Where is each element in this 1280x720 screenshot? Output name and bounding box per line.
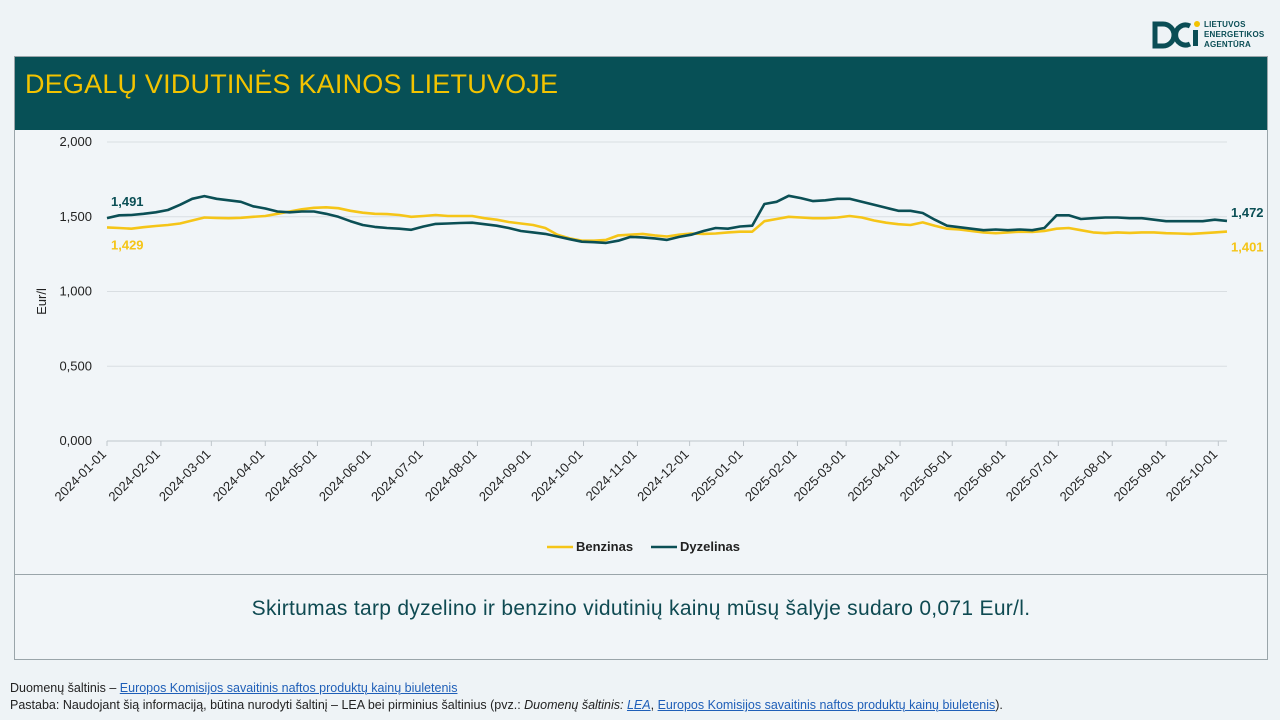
x-tick-label: 2024-05-01 (262, 447, 320, 505)
data-label-end-dyzelinas: 1,472 (1231, 205, 1264, 220)
x-tick-label: 2024-03-01 (156, 447, 214, 505)
x-tick-label: 2025-08-01 (1057, 447, 1115, 505)
data-label-start-benzinas: 1,429 (111, 237, 144, 252)
x-tick-label: 2024-11-01 (583, 447, 640, 504)
x-tick-label: 2025-06-01 (951, 447, 1009, 505)
price-line-chart: 0,0000,5001,0001,5002,0002024-01-012024-… (34, 134, 1264, 554)
content-frame: DEGALŲ VIDUTINĖS KAINOS LIETUVOJE 0,000 0… (14, 56, 1268, 660)
y-axis-label: Eur/l (34, 288, 49, 315)
y-tick-label: 2,000 (59, 134, 92, 149)
price-difference-summary: Skirtumas tarp dyzelino ir benzino vidut… (251, 597, 1031, 620)
x-tick-label: 2024-02-01 (105, 447, 163, 505)
x-tick-label: 2025-05-01 (897, 447, 955, 505)
title-bar: DEGALŲ VIDUTINĖS KAINOS LIETUVOJE (15, 57, 1267, 130)
chart-area: 0,000 0,500 1,000 1,500 2,000 2024-01-01 2024-… (15, 130, 1267, 575)
x-tick-label: 2024-09-01 (476, 447, 534, 505)
series-line-dyzelinas (106, 194, 1228, 245)
x-tick-label: 2025-10-01 (1163, 447, 1221, 505)
lea-logo-text: LIETUVOS ENERGETIKOS AGENTŪRA (1204, 20, 1265, 49)
legend-label-benzinas: Benzinas (576, 539, 633, 554)
x-tick-label: 2025-09-01 (1111, 447, 1169, 505)
page-title: DEGALŲ VIDUTINĖS KAINOS LIETUVOJE (25, 69, 559, 99)
note-line: Pastaba: Naudojant šią informaciją, būti… (10, 698, 1003, 712)
bulletin-link[interactable]: Europos Komisijos savaitinis naftos prod… (657, 698, 996, 712)
x-tick-label: 2024-06-01 (316, 447, 374, 505)
lea-link[interactable]: LEA (626, 698, 651, 712)
y-tick-label: 0,000 (59, 433, 92, 448)
x-tick-label: 2025-04-01 (845, 447, 903, 505)
x-tick-label: 2024-07-01 (368, 447, 426, 505)
lea-logo: LIETUVOS ENERGETIKOS AGENTŪRA (1152, 18, 1270, 52)
x-tick-label: 2025-07-01 (1003, 447, 1061, 505)
data-label-end-benzinas: 1,401 (1231, 240, 1264, 255)
x-tick-label: 2024-08-01 (422, 447, 480, 505)
y-tick-label: 1,500 (59, 209, 92, 224)
source-line: Duomenų šaltinis – Europos Komisijos sav… (10, 681, 458, 695)
x-tick-label: 2025-01-01 (688, 447, 746, 505)
x-tick-label: 2025-03-01 (791, 447, 849, 505)
x-tick-label: 2025-02-01 (742, 447, 800, 505)
y-tick-label: 0,500 (59, 358, 92, 373)
y-tick-label: 1,000 (59, 284, 92, 299)
footer: Duomenų šaltinis – Europos Komisijos sav… (10, 680, 1003, 714)
x-tick-label: 2024-01-01 (51, 447, 109, 505)
x-tick-label: 2024-04-01 (210, 447, 268, 505)
series-line-benzinas (106, 206, 1228, 242)
legend-label-dyzelinas: Dyzelinas (680, 539, 740, 554)
lea-logo-icon (1152, 21, 1200, 49)
data-label-start-dyzelinas: 1,491 (111, 194, 144, 209)
source-link[interactable]: Europos Komisijos savaitinis naftos prod… (119, 681, 458, 695)
x-tick-label: 2024-10-01 (528, 447, 586, 505)
x-tick-label: 2024-12-01 (634, 447, 692, 505)
